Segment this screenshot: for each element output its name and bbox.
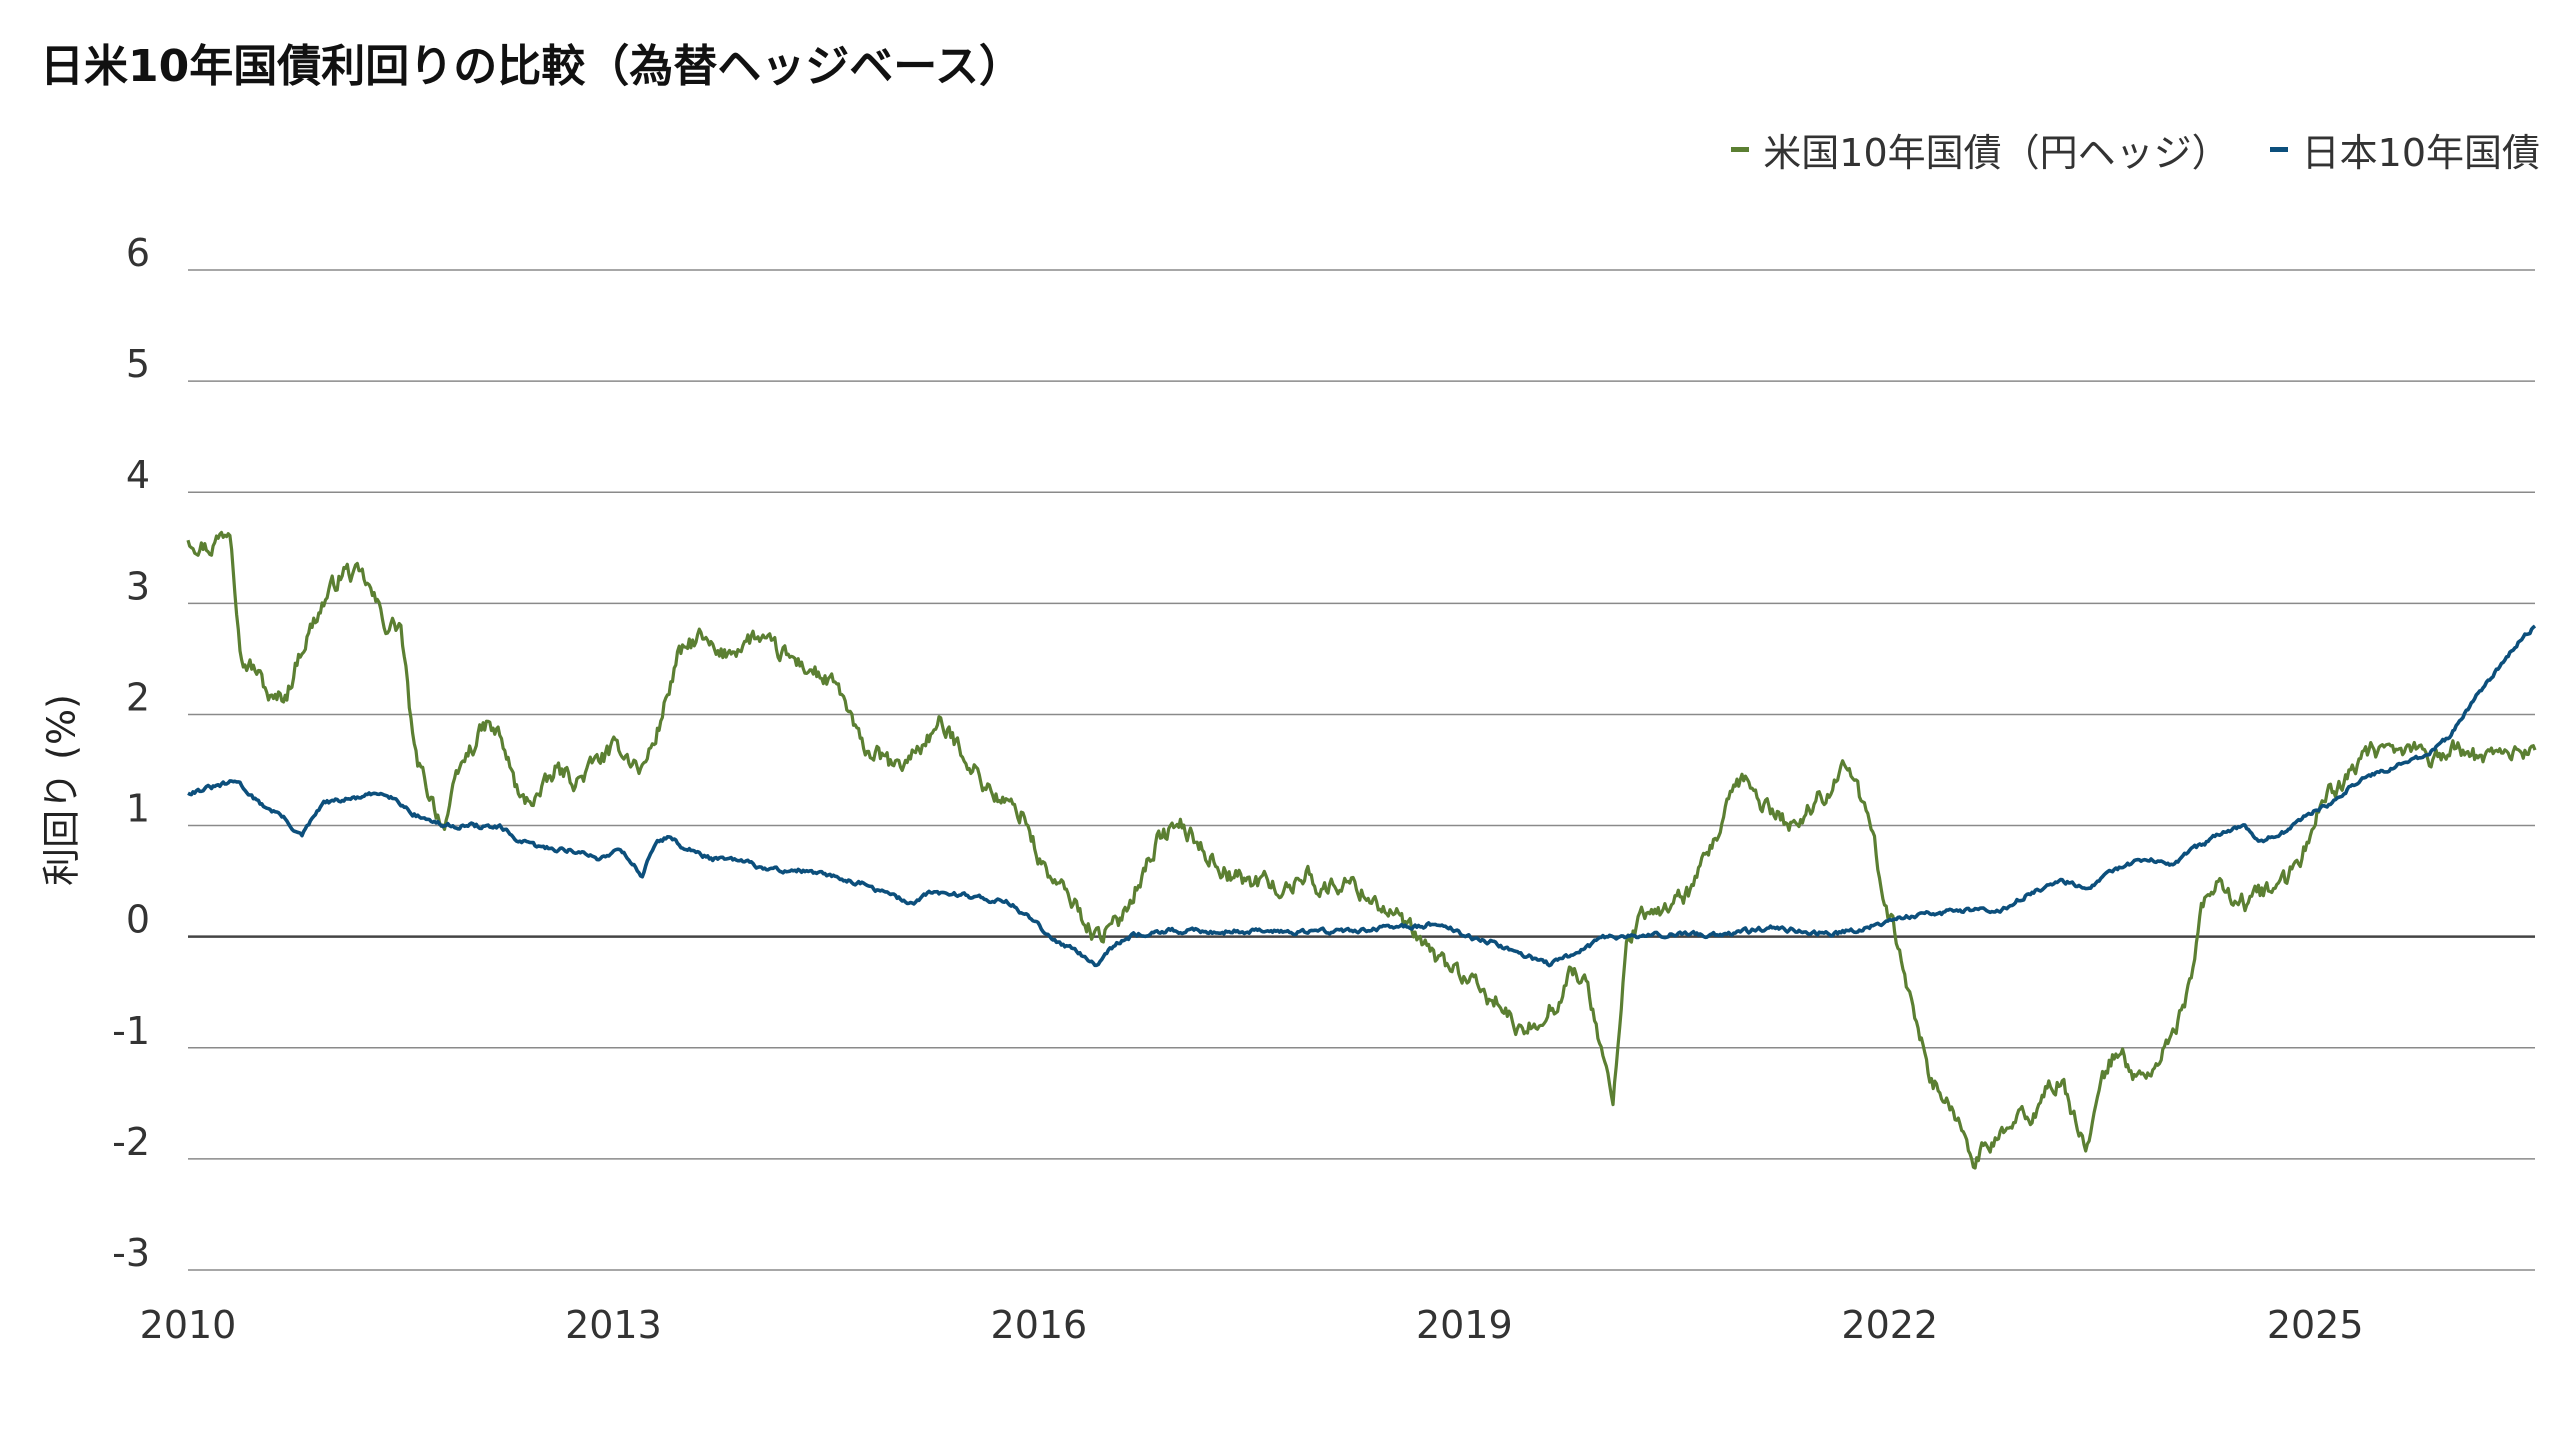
y-tick-label: 1 xyxy=(126,787,150,831)
y-tick-label: -3 xyxy=(112,1231,150,1275)
x-axis-ticks: 2010 2013 2016 2019 2022 2025 xyxy=(140,1303,2364,1347)
legend-label-jp: 日本10年国債 xyxy=(2301,131,2540,175)
y-tick-label: 2 xyxy=(126,675,150,719)
legend-item-jp: 日本10年国債 xyxy=(2269,122,2540,177)
legend-item-us: 米国10年国債（円ヘッジ） xyxy=(1731,122,2230,177)
legend-swatch-jp xyxy=(2269,147,2288,152)
y-tick-label: 5 xyxy=(126,342,150,386)
y-tick-label: 0 xyxy=(126,898,150,942)
legend-label-us: 米国10年国債（円ヘッジ） xyxy=(1763,131,2230,175)
chart-legend: 米国10年国債（円ヘッジ） 日本10年国債 xyxy=(1731,122,2540,177)
x-tick-label: 2016 xyxy=(991,1303,1088,1347)
x-tick-label: 2022 xyxy=(1841,1303,1938,1347)
y-tick-label: 4 xyxy=(126,453,150,497)
y-tick-label: -1 xyxy=(112,1009,150,1053)
x-tick-label: 2010 xyxy=(140,1303,237,1347)
y-tick-label: 3 xyxy=(126,564,150,608)
x-tick-label: 2025 xyxy=(2267,1303,2364,1347)
series-line-jp-10y xyxy=(187,624,2537,968)
x-tick-label: 2013 xyxy=(565,1303,662,1347)
y-axis-ticks: 6 5 4 3 2 1 0 -1 -2 -3 xyxy=(112,231,150,1275)
y-tick-label: -2 xyxy=(112,1120,150,1164)
y-tick-label: 6 xyxy=(126,231,150,275)
series-lines xyxy=(186,530,2537,1170)
series-line-us-10y-hedged xyxy=(186,530,2537,1170)
chart-title: 日米10年国債利回りの比較（為替ヘッジベース） xyxy=(40,41,1024,92)
x-tick-label: 2019 xyxy=(1416,1303,1513,1347)
gridlines xyxy=(188,269,2535,1271)
legend-swatch-us xyxy=(1731,147,1750,152)
